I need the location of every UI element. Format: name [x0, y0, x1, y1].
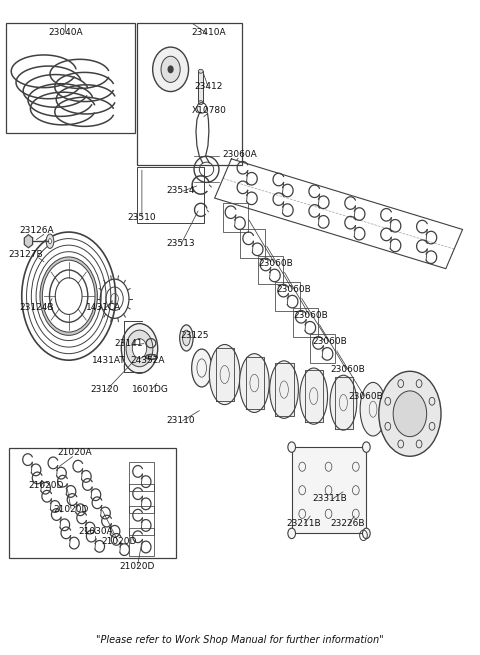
Circle shape [393, 391, 427, 437]
Ellipse shape [198, 101, 203, 105]
Circle shape [168, 66, 173, 73]
Circle shape [42, 260, 95, 332]
Text: 23311B: 23311B [312, 495, 348, 503]
Ellipse shape [153, 47, 189, 92]
Text: 1601DG: 1601DG [132, 385, 168, 394]
Polygon shape [305, 370, 323, 422]
Polygon shape [216, 348, 234, 401]
Text: 23060B: 23060B [276, 285, 311, 294]
Text: 21020D: 21020D [28, 481, 64, 490]
Text: 23060B: 23060B [259, 259, 293, 268]
Bar [130, 462, 155, 491]
Ellipse shape [40, 257, 97, 335]
Bar [276, 282, 300, 310]
Bar [9, 448, 176, 557]
Circle shape [362, 442, 370, 453]
Text: "Please refer to Work Shop Manual for further information": "Please refer to Work Shop Manual for fu… [96, 635, 384, 645]
Bar [293, 308, 318, 337]
Text: 21020A: 21020A [58, 449, 92, 457]
Text: 23060B: 23060B [293, 311, 328, 320]
Bar [137, 23, 242, 166]
Circle shape [132, 339, 147, 358]
Bar [198, 71, 203, 103]
Text: 23141: 23141 [115, 339, 143, 348]
Polygon shape [24, 234, 33, 248]
Circle shape [288, 528, 296, 538]
Text: 23513: 23513 [166, 239, 194, 248]
Bar [137, 168, 204, 223]
Circle shape [121, 324, 157, 373]
Text: 23510: 23510 [128, 213, 156, 222]
Text: 23226B: 23226B [330, 519, 365, 528]
Bar [6, 23, 135, 133]
Bar [311, 334, 335, 363]
Text: 23124B: 23124B [19, 303, 54, 312]
Text: 23060A: 23060A [223, 150, 257, 159]
Text: 24352A: 24352A [131, 356, 165, 365]
Ellipse shape [198, 69, 203, 73]
Bar [258, 255, 283, 284]
Text: 23060B: 23060B [312, 337, 348, 346]
Circle shape [288, 442, 296, 453]
Circle shape [362, 528, 370, 538]
Text: 23127B: 23127B [8, 250, 43, 259]
Text: 23125: 23125 [180, 331, 209, 340]
Polygon shape [276, 364, 294, 416]
Ellipse shape [48, 238, 51, 244]
Text: 23412: 23412 [195, 83, 223, 92]
Text: 1431AT: 1431AT [92, 356, 125, 365]
Text: X10780: X10780 [192, 106, 227, 115]
Ellipse shape [300, 368, 327, 424]
Text: 1431CA: 1431CA [86, 303, 121, 312]
Ellipse shape [161, 56, 180, 83]
Text: 23126A: 23126A [19, 226, 54, 235]
Circle shape [379, 371, 441, 457]
Ellipse shape [330, 375, 357, 430]
Polygon shape [335, 377, 353, 429]
Bar [223, 203, 248, 232]
Text: 23060B: 23060B [330, 365, 365, 375]
Ellipse shape [209, 345, 240, 405]
Text: 23120: 23120 [91, 385, 120, 394]
Circle shape [126, 330, 153, 367]
Text: 23060B: 23060B [348, 392, 383, 401]
Ellipse shape [240, 354, 269, 413]
Text: 23410A: 23410A [192, 28, 226, 37]
Bar [130, 506, 155, 534]
Bar [130, 484, 155, 513]
Text: 21020D: 21020D [102, 537, 137, 546]
Ellipse shape [182, 330, 190, 346]
Bar [240, 229, 265, 258]
Ellipse shape [192, 349, 212, 387]
Ellipse shape [360, 383, 386, 436]
Bar [292, 447, 366, 533]
Polygon shape [246, 357, 264, 409]
Text: 23040A: 23040A [48, 28, 83, 37]
Text: 21020D: 21020D [54, 505, 89, 514]
Bar [130, 527, 155, 556]
Ellipse shape [270, 361, 299, 419]
Ellipse shape [180, 325, 193, 351]
Text: 21020D: 21020D [120, 561, 155, 571]
Text: 23211B: 23211B [286, 519, 321, 528]
Text: 21030A: 21030A [78, 527, 113, 536]
Ellipse shape [46, 234, 54, 248]
Text: 23110: 23110 [166, 416, 194, 425]
Text: 23514: 23514 [166, 186, 194, 195]
